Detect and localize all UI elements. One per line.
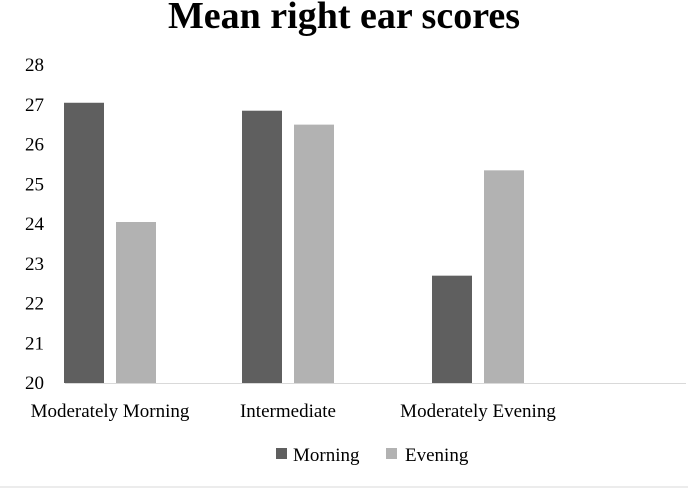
bar-morning-2 — [242, 110, 282, 384]
x-tick-label: Intermediate — [240, 401, 336, 422]
bar-evening-1 — [116, 222, 156, 383]
bar-morning-1 — [64, 102, 104, 383]
legend-label-evening: Evening — [405, 445, 469, 466]
bars — [64, 102, 524, 384]
y-tick-label: 25 — [25, 174, 44, 195]
y-axis-ticks: 20 21 22 23 24 25 26 27 28 — [25, 55, 45, 394]
legend-swatch-evening — [386, 448, 397, 459]
y-tick-label: 23 — [25, 254, 44, 275]
x-tick-label: Moderately Morning — [31, 401, 190, 422]
legend-label-morning: Morning — [293, 445, 360, 466]
y-tick-label: 22 — [25, 294, 44, 315]
legend-swatch-morning — [276, 448, 287, 459]
legend: Morning Evening — [276, 445, 469, 466]
y-tick-label: 27 — [25, 95, 44, 116]
x-axis-ticks: Moderately Morning Intermediate Moderately… — [31, 401, 557, 422]
bar-evening-2 — [294, 124, 334, 383]
bar-morning-3 — [432, 275, 472, 383]
bar-evening-3 — [484, 170, 524, 383]
y-tick-label: 28 — [25, 55, 44, 76]
y-tick-label: 26 — [25, 135, 44, 156]
y-tick-label: 24 — [25, 214, 45, 235]
x-tick-label: Moderately Evening — [400, 401, 556, 422]
y-tick-label: 20 — [25, 373, 44, 394]
y-tick-label: 21 — [25, 333, 44, 354]
chart-title: Mean right ear scores — [168, 0, 520, 37]
